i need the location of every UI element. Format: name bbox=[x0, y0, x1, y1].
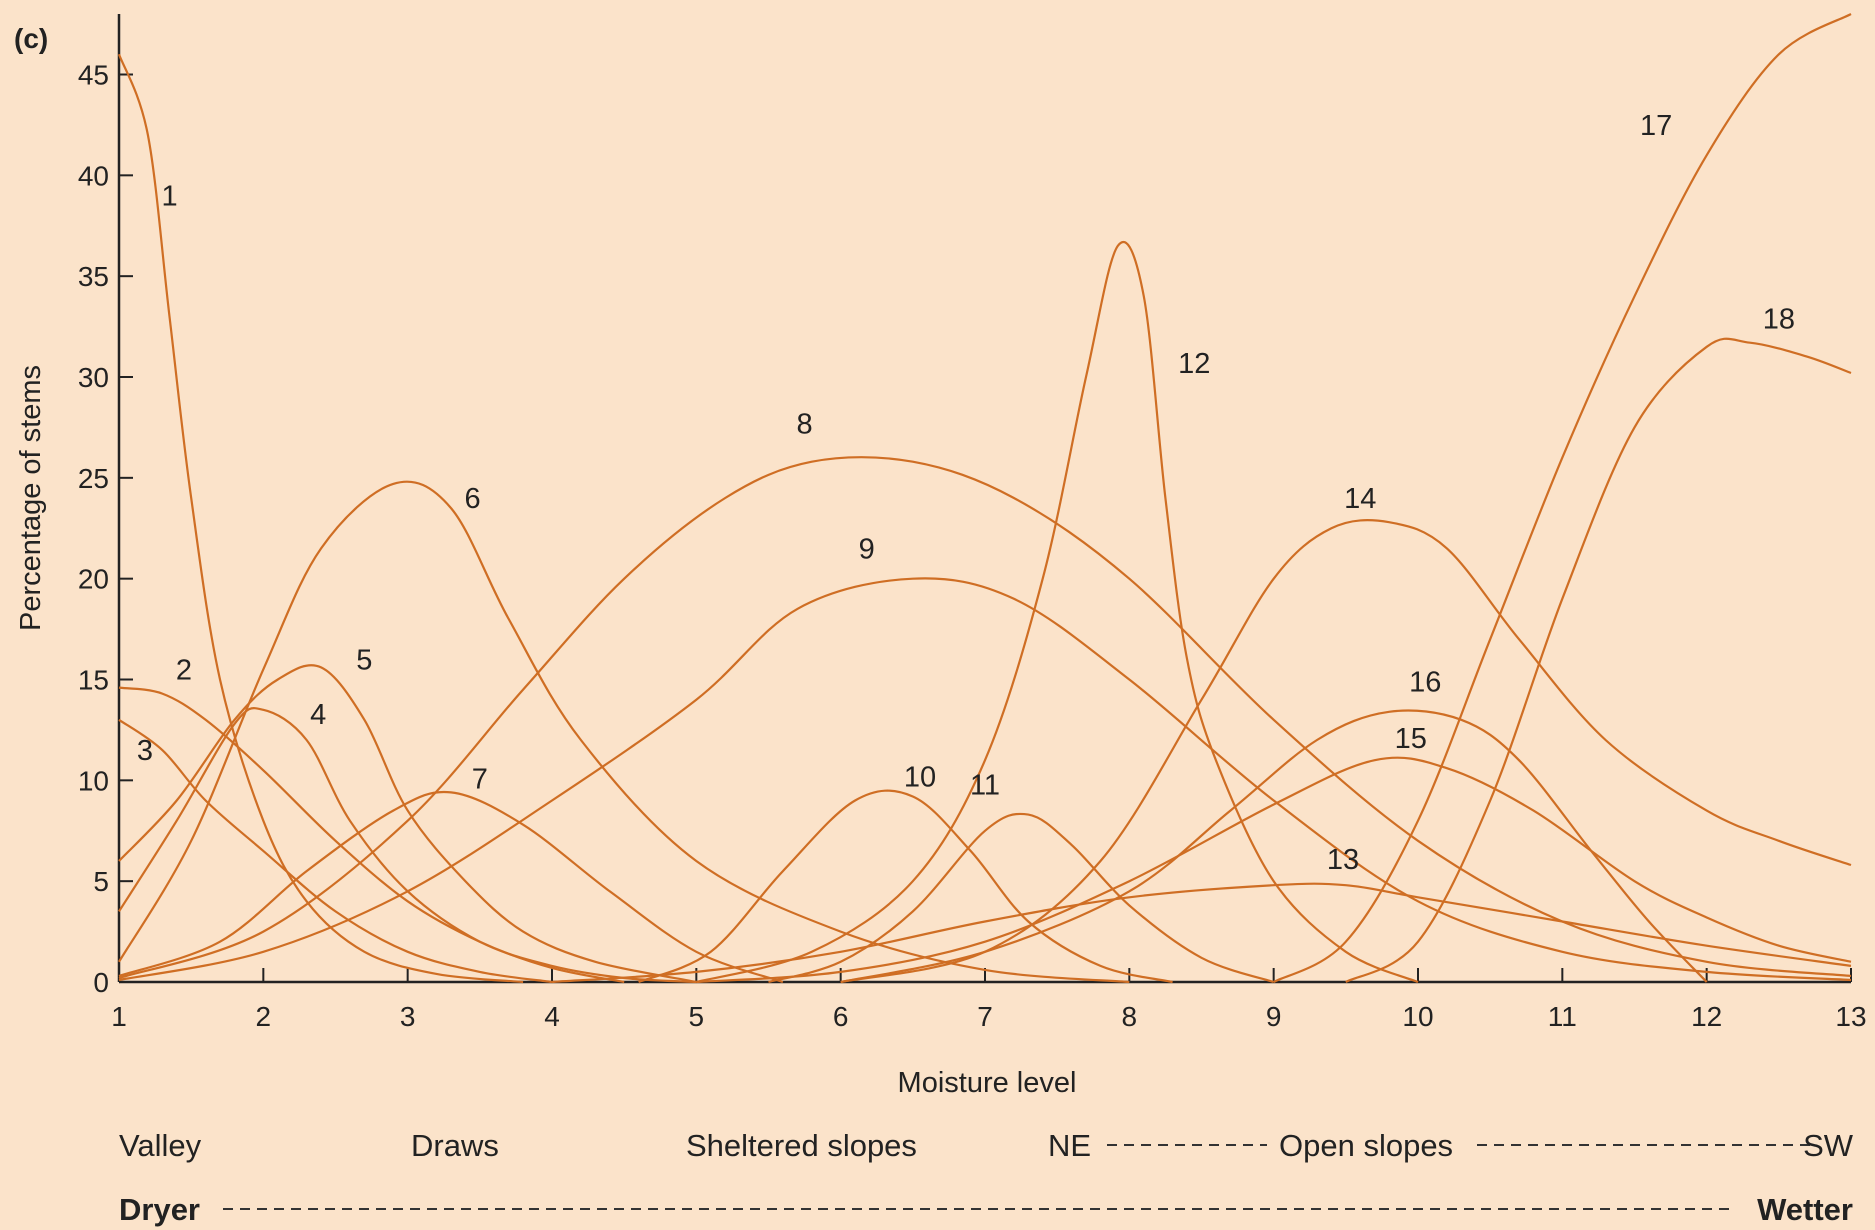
curve-9 bbox=[118, 577, 1852, 982]
curve-4 bbox=[118, 707, 697, 984]
label-open-slopes: Open slopes bbox=[1279, 1128, 1453, 1163]
x-tick-label: 5 bbox=[689, 1001, 705, 1032]
curve-17 bbox=[1273, 13, 1852, 983]
curve-label-10: 10 bbox=[904, 761, 936, 793]
label-ne: NE bbox=[1048, 1128, 1091, 1163]
panel-label: (c) bbox=[14, 23, 48, 54]
x-tick-label: 1 bbox=[111, 1001, 127, 1032]
y-tick-label: 20 bbox=[78, 564, 109, 595]
x-tick-label: 4 bbox=[544, 1001, 560, 1032]
y-tick-label: 5 bbox=[93, 866, 109, 897]
y-tick-label: 10 bbox=[78, 765, 109, 796]
label-valley: Valley bbox=[119, 1128, 202, 1163]
curve-label-6: 6 bbox=[465, 483, 481, 515]
moisture-gradient-row: Dryer Wetter bbox=[119, 1192, 1853, 1227]
x-ticks: 1 2 3 4 5 6 7 8 9 10 11 12 13 bbox=[111, 968, 1867, 1032]
curve-label-15: 15 bbox=[1395, 723, 1427, 755]
y-tick-label: 15 bbox=[78, 665, 109, 696]
curve-label-17: 17 bbox=[1640, 110, 1672, 142]
x-axis-title: Moisture level bbox=[898, 1067, 1077, 1099]
curve-12 bbox=[696, 240, 1419, 984]
position-gradient-row: Valley Draws Sheltered slopes NE Open sl… bbox=[119, 1128, 1854, 1163]
curve-label-7: 7 bbox=[472, 763, 488, 795]
y-tick-label: 35 bbox=[78, 261, 109, 292]
x-tick-label: 12 bbox=[1691, 1001, 1722, 1032]
y-ticks: 0 5 10 15 20 25 30 35 40 45 bbox=[78, 60, 133, 998]
curve-label-12: 12 bbox=[1178, 348, 1210, 380]
curve-8 bbox=[118, 456, 1852, 980]
x-tick-label: 3 bbox=[400, 1001, 416, 1032]
x-tick-label: 8 bbox=[1122, 1001, 1138, 1032]
x-tick-label: 10 bbox=[1402, 1001, 1433, 1032]
curve-label-5: 5 bbox=[356, 644, 372, 676]
curve-6 bbox=[118, 480, 1130, 984]
curve-15 bbox=[696, 756, 1852, 984]
curve-10 bbox=[638, 789, 1173, 984]
y-tick-label: 45 bbox=[78, 60, 109, 91]
x-tick-label: 7 bbox=[977, 1001, 993, 1032]
curve-label-14: 14 bbox=[1344, 483, 1376, 515]
y-tick-label: 30 bbox=[78, 362, 109, 393]
curve-14 bbox=[840, 519, 1852, 984]
y-axis-title: Percentage of stems bbox=[15, 365, 47, 631]
axes bbox=[117, 14, 1851, 984]
curve-1 bbox=[117, 53, 524, 984]
curve-5 bbox=[118, 664, 697, 984]
label-dryer: Dryer bbox=[119, 1192, 200, 1227]
y-tick-label: 40 bbox=[78, 160, 109, 191]
curve-label-8: 8 bbox=[797, 408, 813, 440]
label-draws: Draws bbox=[411, 1128, 499, 1163]
y-tick-label: 0 bbox=[93, 967, 109, 998]
curve-18 bbox=[1345, 337, 1852, 983]
x-tick-label: 11 bbox=[1548, 1001, 1577, 1032]
label-wetter: Wetter bbox=[1757, 1192, 1853, 1227]
x-tick-label: 2 bbox=[256, 1001, 272, 1032]
label-sheltered-slopes: Sheltered slopes bbox=[686, 1128, 917, 1163]
curve-label-13: 13 bbox=[1327, 844, 1359, 876]
curve-label-11: 11 bbox=[970, 769, 1000, 801]
curve-7 bbox=[118, 790, 784, 984]
x-tick-label: 13 bbox=[1835, 1001, 1866, 1032]
curve-label-9: 9 bbox=[859, 534, 875, 566]
x-tick-label: 6 bbox=[833, 1001, 849, 1032]
curve-label-16: 16 bbox=[1409, 667, 1441, 699]
curve-3 bbox=[118, 718, 553, 984]
curves bbox=[117, 13, 1852, 984]
y-tick-label: 25 bbox=[78, 463, 109, 494]
curve-13 bbox=[551, 882, 1852, 984]
curve-label-18: 18 bbox=[1763, 304, 1795, 336]
x-tick-label: 9 bbox=[1266, 1001, 1282, 1032]
curve-11 bbox=[768, 812, 1275, 984]
curve-label-2: 2 bbox=[176, 655, 192, 687]
curve-16 bbox=[840, 709, 1708, 984]
label-sw: SW bbox=[1803, 1128, 1854, 1163]
curve-label-4: 4 bbox=[310, 699, 326, 731]
curve-label-1: 1 bbox=[161, 181, 177, 213]
curve-label-3: 3 bbox=[137, 735, 153, 767]
